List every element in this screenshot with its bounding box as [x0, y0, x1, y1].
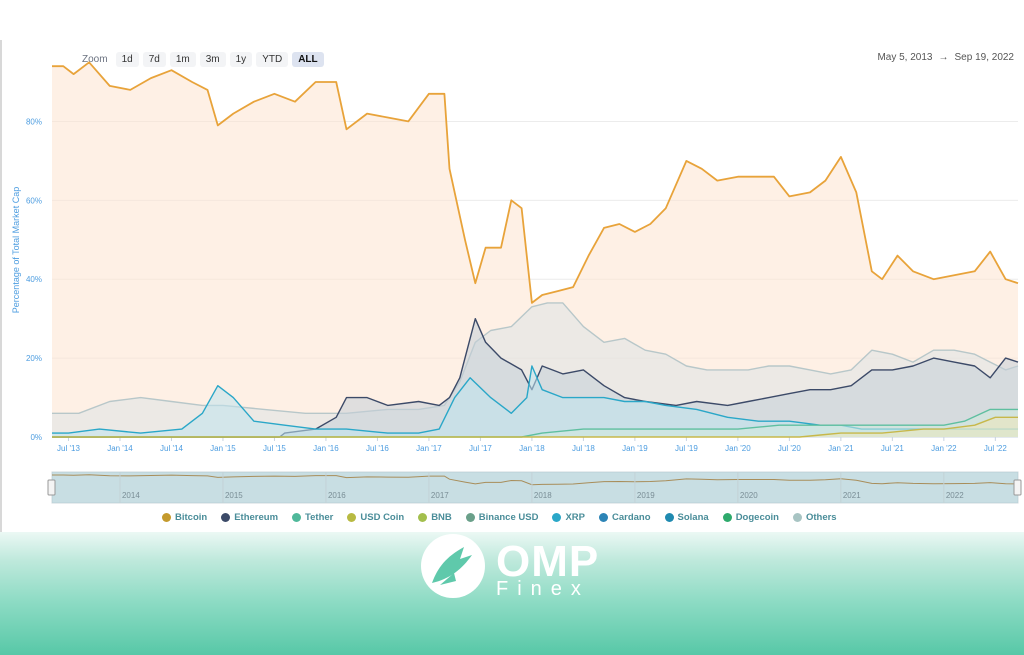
navigator-handle-right[interactable] [1013, 479, 1022, 496]
series-line-tether [52, 408, 1018, 438]
zoom-ytd-button[interactable]: YTD [256, 51, 289, 67]
legend-label: BNB [431, 512, 452, 523]
date-to[interactable]: Sep 19, 2022 [954, 52, 1015, 63]
legend-label: Solana [677, 512, 709, 523]
omp-logo-icon [421, 534, 485, 598]
legend-item-others[interactable]: Others [792, 512, 837, 523]
panel-left-border [0, 40, 2, 532]
zoom-7d-button[interactable]: 7d [142, 51, 166, 67]
x-tick-label: Jul '17 [469, 444, 492, 453]
x-tick-label: Jan '19 [622, 444, 648, 453]
zoom-1y-button[interactable]: 1y [229, 51, 253, 67]
legend-label: Bitcoin [175, 512, 208, 523]
x-tick-label: Jan '15 [210, 444, 236, 453]
zoom-1m-button[interactable]: 1m [169, 51, 196, 67]
legend-dot [221, 513, 231, 522]
omp-finex-logo: OMP Finex [420, 533, 620, 603]
legend-label: USD Coin [360, 512, 405, 523]
series-line-ethereum [52, 318, 1019, 438]
legend-dot [465, 513, 475, 522]
legend-label: Others [805, 512, 837, 523]
navigator-label: 2017 [431, 491, 449, 500]
x-tick-label: Jan '22 [931, 444, 957, 453]
navigator-label: 2016 [328, 491, 346, 500]
legend-item-binance-usd[interactable]: Binance USD [465, 512, 539, 523]
legend-item-usd-coin[interactable]: USD Coin [347, 512, 404, 523]
legend-dot [552, 513, 562, 522]
series-area-tether [52, 409, 1018, 437]
series-area-xrp [52, 366, 1018, 437]
series-area-bitcoin [52, 62, 1018, 438]
legend-item-xrp[interactable]: XRP [552, 512, 585, 523]
navigator-label: 2014 [122, 491, 140, 500]
legend-item-dogecoin[interactable]: Dogecoin [722, 512, 779, 523]
legend-item-bnb[interactable]: BNB [418, 512, 452, 523]
legend-item-ethereum[interactable]: Ethereum [221, 512, 278, 523]
series-line-usd-coin [52, 416, 1018, 438]
y-tick-label: 40% [26, 275, 42, 284]
legend-dot [722, 513, 732, 522]
x-tick-label: Jan '20 [725, 444, 751, 453]
x-tick-label: Jul '16 [366, 444, 389, 453]
legend-dot [162, 513, 171, 522]
x-tick-label: Jul '20 [778, 444, 801, 453]
date-range: May 5, 2013 → Sep 19, 2022 [877, 52, 1014, 63]
x-tick-label: Jul '22 [984, 444, 1007, 453]
series-area-ethereum [52, 318, 1018, 437]
market-cap-chart[interactable]: 0% 20% 40% 60% 80% Jul '13 Jan '14 Jul '14 Jan '… [0, 0, 1024, 510]
navigator-label: 2019 [637, 491, 655, 500]
legend-label: Binance USD [478, 512, 539, 523]
zoom-toolbar: Zoom 1d 7d 1m 3m 1y YTD ALL [82, 50, 324, 68]
x-tick-label: Jul '21 [881, 444, 904, 453]
navigator-label: 2022 [946, 491, 964, 500]
date-from[interactable]: May 5, 2013 [877, 52, 933, 63]
legend-dot [792, 513, 802, 522]
x-tick-label: Jul '18 [572, 444, 595, 453]
legend-item-cardano[interactable]: Cardano [598, 512, 651, 523]
x-tick-label: Jan '21 [828, 444, 854, 453]
navigator-handle-left[interactable] [47, 479, 56, 496]
navigator-label: 2020 [740, 491, 758, 500]
chart-legend: Bitcoin Ethereum Tether USD Coin BNB Binance … [162, 512, 837, 523]
x-tick-label: Jan '18 [519, 444, 545, 453]
x-tick-label: Jan '16 [313, 444, 339, 453]
x-tick-label: Jul '19 [675, 444, 698, 453]
logo-subtitle: Finex [496, 578, 590, 600]
legend-label: XRP [565, 512, 585, 523]
series-area-usd-coin [52, 417, 1018, 437]
y-tick-label: 0% [30, 433, 42, 442]
zoom-3m-button[interactable]: 3m [199, 51, 226, 67]
logo-name: OMP [496, 537, 600, 586]
x-tick-label: Jul '15 [263, 444, 286, 453]
date-arrow: → [938, 52, 949, 63]
x-tick-label: Jul '13 [57, 444, 80, 453]
y-tick-label: 60% [26, 196, 42, 205]
legend-item-solana[interactable]: Solana [664, 512, 709, 523]
legend-dot [347, 513, 357, 522]
series-line-others [52, 302, 1019, 414]
zoom-all-button[interactable]: ALL [292, 51, 324, 67]
legend-dot [292, 513, 302, 522]
zoom-1d-button[interactable]: 1d [115, 51, 139, 67]
series-line-bitcoin [52, 61, 1019, 304]
navigator-label: 2021 [843, 491, 861, 500]
legend-label: Dogecoin [735, 512, 779, 523]
y-tick-label: 80% [26, 117, 42, 126]
navigator-label: 2018 [534, 491, 552, 500]
legend-label: Ethereum [234, 512, 279, 523]
x-tick-label: Jan '17 [416, 444, 442, 453]
legend-item-tether[interactable]: Tether [292, 512, 333, 523]
legend-dot [418, 513, 428, 522]
legend-label: Cardano [611, 512, 651, 523]
legend-dot [598, 513, 608, 522]
legend-label: Tether [305, 512, 334, 523]
x-tick-label: Jan '14 [107, 444, 133, 453]
zoom-label: Zoom [82, 53, 108, 65]
navigator-label: 2015 [225, 491, 243, 500]
y-tick-label: 20% [26, 354, 42, 363]
x-tick-label: Jul '14 [160, 444, 183, 453]
legend-item-bitcoin[interactable]: Bitcoin [162, 512, 207, 523]
legend-dot [664, 513, 674, 522]
